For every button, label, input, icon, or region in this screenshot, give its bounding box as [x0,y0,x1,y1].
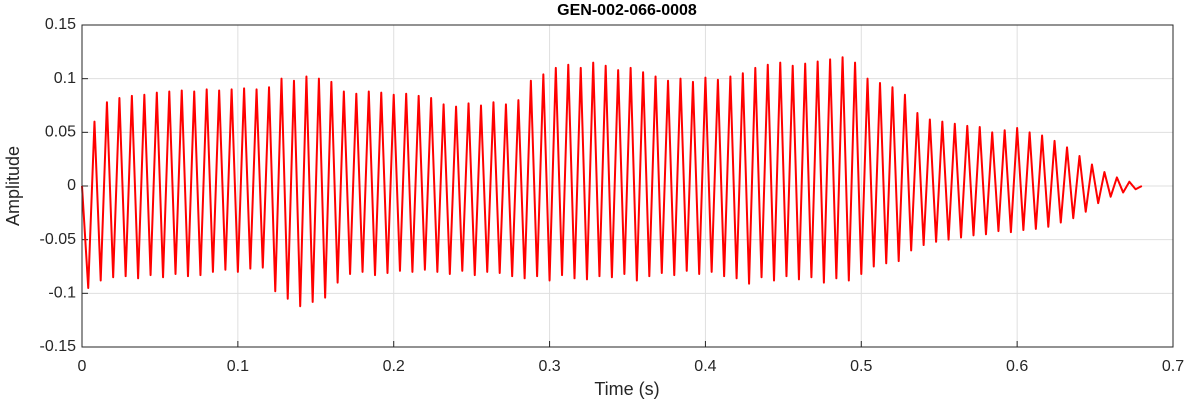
x-tick-label: 0.2 [383,358,405,375]
waveform-line [81,56,1143,308]
y-tick-label: 0 [67,177,76,194]
x-tick-label: 0.7 [1162,358,1184,375]
y-tick-label: 0.05 [45,124,76,141]
x-tick-label: 0.5 [850,358,872,375]
x-tick-label: 0.6 [1006,358,1028,375]
axes-box [81,24,1174,348]
x-tick-label: 0.3 [538,358,560,375]
y-tick-label: -0.05 [40,231,77,248]
chart-title: GEN-002-066-0008 [557,2,697,19]
x-axis-label: Time (s) [594,379,659,399]
y-tick-label: -0.15 [40,338,77,355]
x-tick-label: 0.4 [694,358,716,375]
x-tick-label: 0 [78,358,87,375]
x-tick-label: 0.1 [227,358,249,375]
y-axis-label: Amplitude [3,146,23,226]
y-tick-label: -0.1 [48,285,76,302]
y-tick-label: 0.1 [54,70,76,87]
y-tick-label: 0.15 [45,16,76,33]
